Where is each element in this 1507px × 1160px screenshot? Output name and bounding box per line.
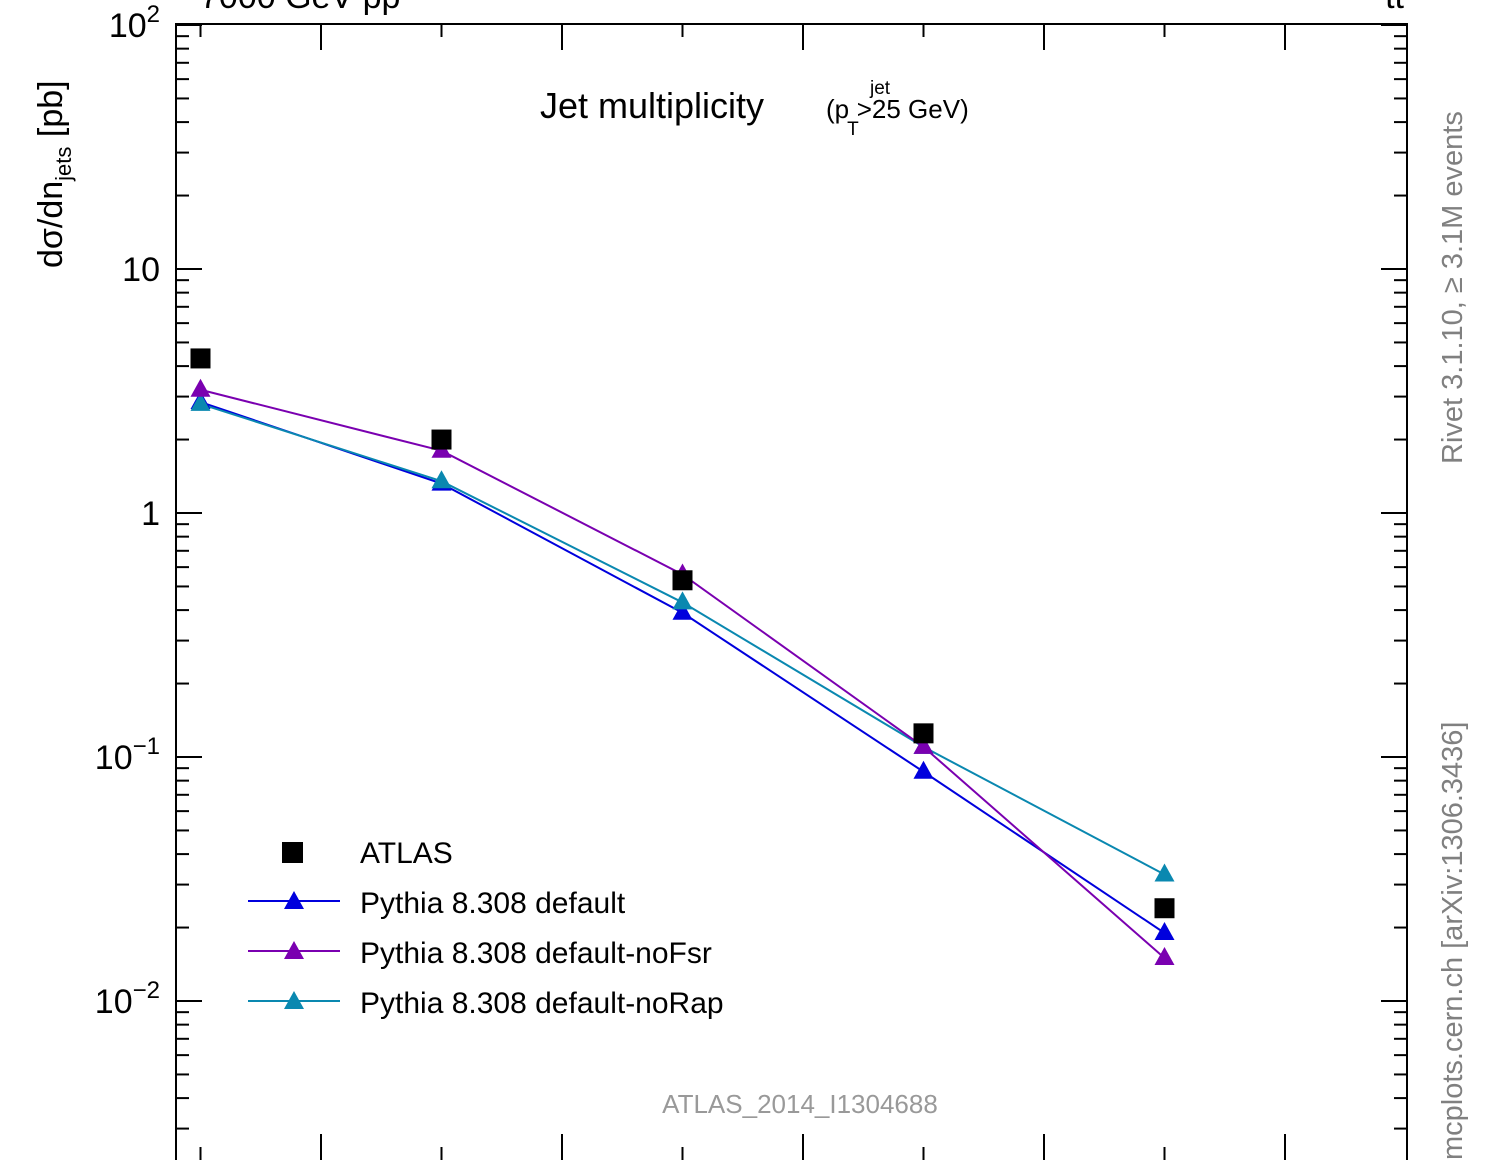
series-line-2 xyxy=(200,388,1166,959)
triangle-marker xyxy=(672,601,693,620)
title-cut-sub: T xyxy=(847,119,859,140)
series-lines xyxy=(200,388,1166,959)
title-cut-open: (p xyxy=(826,94,849,124)
collision-label: 7000 GeV pp xyxy=(200,0,400,16)
y-axis-label-unit: [pb] xyxy=(32,80,70,146)
chart-title-cut: (p T>25 GeV) xyxy=(826,94,969,140)
legend-label-atlas: ATLAS xyxy=(360,837,453,870)
legend-marker-nofsr xyxy=(284,941,304,959)
data-point-marker xyxy=(190,348,211,369)
triangle-marker xyxy=(431,470,452,489)
triangle-marker xyxy=(190,378,211,397)
triangle-marker xyxy=(1154,863,1175,882)
legend-marker-default xyxy=(284,891,304,909)
series-markers xyxy=(190,348,1175,966)
triangle-marker xyxy=(1154,921,1175,940)
data-point-marker xyxy=(913,723,934,744)
y-tick-label-base: 1 xyxy=(141,495,160,533)
analysis-watermark: ATLAS_2014_I1304688 xyxy=(662,1089,938,1119)
y-tick-label-exponent: 2 xyxy=(147,1,160,28)
legend-marker-atlas xyxy=(282,842,303,863)
plot-frame xyxy=(175,23,1408,1160)
chart-title-main: Jet multiplicity xyxy=(540,85,764,126)
legend: ATLAS Pythia 8.308 default Pythia 8.308 … xyxy=(248,837,724,1020)
y-tick-label-base: 10 xyxy=(95,739,133,777)
rivet-label: Rivet 3.1.10, ≥ 3.1M events xyxy=(1437,111,1469,464)
triangle-marker xyxy=(913,735,934,754)
series-line-3 xyxy=(200,402,1165,876)
y-axis-label-sub: jets xyxy=(51,147,76,182)
data-point-marker xyxy=(672,570,693,591)
series-line-1 xyxy=(200,401,1166,934)
chart-title: Jet multiplicity xyxy=(540,85,764,126)
y-axis-label-main: dσ/dn xyxy=(32,181,70,268)
y-tick-label-base: 10 xyxy=(122,251,160,289)
triangle-marker xyxy=(913,760,934,779)
title-cut-sup: jet xyxy=(869,78,891,99)
y-tick-label: 10−1 xyxy=(95,733,160,777)
y-tick-label-base: 10 xyxy=(109,7,147,45)
triangle-marker xyxy=(190,392,211,411)
y-tick-label: 1 xyxy=(141,495,160,533)
y-tick-label: 10 xyxy=(122,251,160,289)
legend-label-norap: Pythia 8.308 default-noRap xyxy=(360,987,724,1020)
y-tick-label-base: 10 xyxy=(95,983,133,1021)
process-label: tt xyxy=(1385,0,1404,16)
triangle-marker xyxy=(672,591,693,610)
y-tick-label: 10−2 xyxy=(95,977,160,1021)
axis-ticks xyxy=(176,24,1407,1160)
y-axis-label: dσ/dnjets [pb] xyxy=(32,80,76,268)
legend-label-nofsr: Pythia 8.308 default-noFsr xyxy=(360,937,712,970)
legend-label-default: Pythia 8.308 default xyxy=(360,887,626,920)
triangle-marker xyxy=(1154,947,1175,966)
y-tick-label-exponent: −1 xyxy=(133,733,160,760)
y-tick-label: 102 xyxy=(109,1,160,45)
data-point-marker xyxy=(1154,898,1175,919)
y-tick-label-exponent: −2 xyxy=(133,977,160,1004)
mcplots-label: mcplots.cern.ch [arXiv:1306.3436] xyxy=(1437,722,1469,1160)
data-point-marker xyxy=(431,429,452,450)
title-cut-close: >25 GeV) xyxy=(857,94,969,124)
legend-marker-norap xyxy=(284,991,304,1009)
